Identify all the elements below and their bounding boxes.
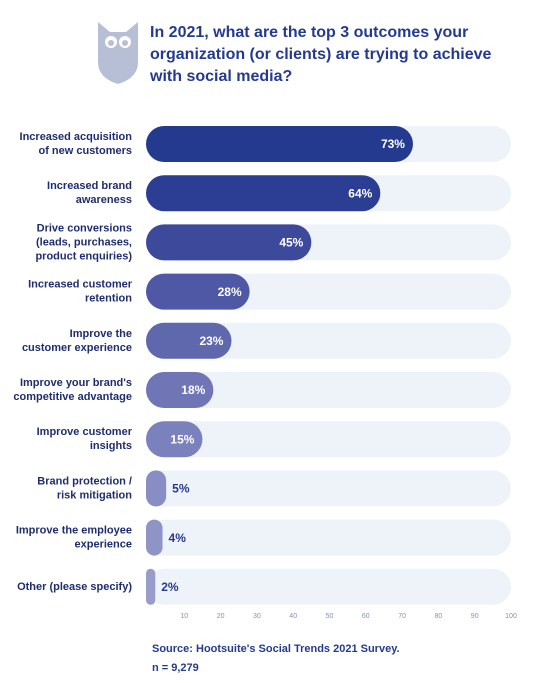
category-label: Improve your brand's competitive advantag… [13,377,132,403]
value-label: 64% [348,186,372,200]
bar [146,421,203,458]
x-tick-label: 50 [326,613,334,620]
value-label: 73% [381,137,405,151]
x-tick-label: 30 [253,613,261,620]
value-label: 28% [218,285,242,299]
bar [146,224,312,261]
x-tick-label: 90 [471,613,479,620]
x-tick-label: 70 [398,613,406,620]
category-label: Increased customer retention [28,279,133,305]
value-label: 5% [172,482,190,496]
bar [146,372,214,408]
bar-track [146,519,511,556]
category-label: Increased acquisition of new customers [20,131,133,157]
bar [146,175,381,212]
category-label: Other (please specify) [17,581,132,593]
value-label: 18% [181,383,205,397]
sample-size: n = 9,279 [152,662,199,674]
value-label: 45% [279,236,303,250]
bar [146,470,167,507]
value-label: 15% [170,432,194,446]
x-tick-label: 10 [180,613,188,620]
owl-logo [98,22,138,84]
value-label: 4% [169,531,187,545]
bar-track [146,322,511,359]
bar-track [146,421,511,458]
x-tick-label: 60 [362,613,370,620]
bar-track [146,372,511,408]
bar-track [146,470,511,507]
bar [146,568,156,605]
category-label: Drive conversions (leads, purchases, produ… [35,222,132,262]
bar [146,273,250,310]
source-note: Source: Hootsuite's Social Trends 2021 S… [152,643,400,655]
category-label: Improve the employee experience [16,525,132,551]
category-label: Brand protection / risk mitigation [37,475,132,501]
x-tick-label: 20 [217,613,225,620]
value-label: 23% [199,334,223,348]
x-tick-label: 40 [289,613,297,620]
bar [146,126,413,162]
chart: 10 20 30 40 50 60 70 80 90 100 73% Increased acquis… [13,126,517,620]
category-label: Increased brand awareness [47,180,132,206]
value-label: 2% [161,580,179,594]
bar [146,519,163,556]
category-label: Improve customer insights [37,426,133,452]
chart-title: In 2021, what are the top 3 outcomes you… [150,24,492,85]
bar [146,322,232,359]
bar-track [146,568,511,605]
x-tick-label: 100 [505,613,517,620]
x-tick-label: 80 [435,613,443,620]
category-label: Improve the customer experience [22,328,132,354]
